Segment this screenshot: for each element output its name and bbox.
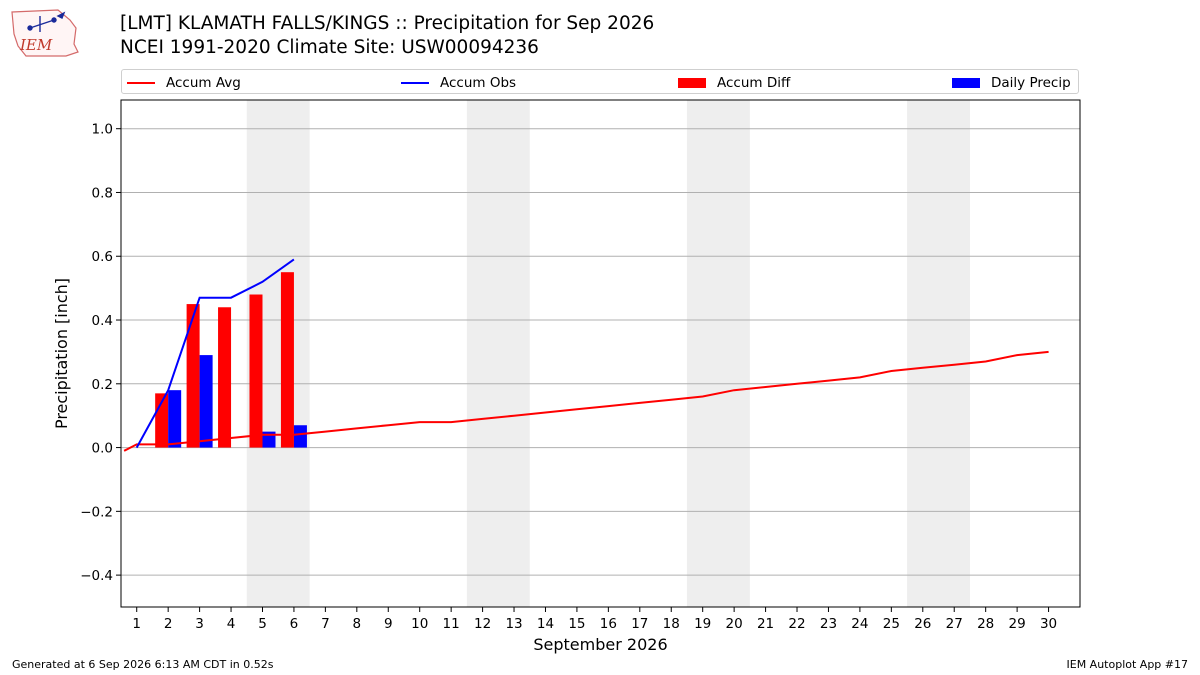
weather-station-icon [27,11,66,32]
y-tick-label: 1.0 [92,122,113,138]
legend-swatch [678,77,706,88]
x-tick-label: 19 [694,616,711,632]
accum-diff-bar [280,272,294,448]
weekend-shade [466,100,530,607]
generated-timestamp: Generated at 6 Sep 2026 6:13 AM CDT in 0… [12,658,274,671]
iem-logo: IEM [11,9,79,57]
legend-item-daily-precip: Daily Precip [952,70,1071,95]
x-tick-label: 21 [757,616,774,632]
x-tick-label: 26 [914,616,931,632]
daily-precip-bar [293,425,307,448]
x-tick-label: 24 [851,616,868,632]
y-tick-label: 0.2 [92,377,113,393]
x-tick-label: 25 [883,616,900,632]
legend-label: Accum Diff [717,74,791,91]
x-tick-label: 9 [384,616,393,632]
x-tick-label: 10 [411,616,428,632]
x-tick-label: 8 [353,616,362,632]
x-tick-label: 23 [820,616,837,632]
legend-item-accum-diff: Accum Diff [678,70,790,95]
y-tick-label: −0.2 [80,504,113,520]
x-tick-label: 22 [788,616,805,632]
accum-avg-line [123,350,1049,452]
x-tick-label: 29 [1009,616,1026,632]
y-tick-label: −0.4 [80,568,113,584]
x-tick-label: 13 [505,616,522,632]
daily-precip-bar [199,355,213,448]
legend-swatch [401,81,429,84]
legend-item-accum-obs: Accum Obs [401,70,516,95]
x-tick-label: 2 [164,616,173,632]
y-axis-label: Precipitation [inch] [52,278,71,429]
x-tick-label: 11 [443,616,460,632]
accum-diff-bar [186,304,200,448]
x-tick-label: 5 [258,616,267,632]
x-tick-label: 28 [977,616,994,632]
x-tick-label: 20 [726,616,743,632]
legend: Accum Avg Accum Obs Accum Diff Daily Pre… [121,69,1079,94]
legend-swatch [127,81,155,84]
x-tick-label: 16 [600,616,617,632]
legend-label: Accum Avg [166,74,241,91]
weekend-shade [686,100,750,607]
legend-label: Daily Precip [991,74,1071,91]
x-tick-label: 12 [474,616,491,632]
accum-diff-bar [218,307,232,448]
accum-obs-line [135,258,295,449]
y-tick-label: 0.6 [92,249,113,265]
legend-swatch [952,77,980,88]
chart-title: [LMT] KLAMATH FALLS/KINGS :: Precipitati… [120,13,655,34]
x-tick-label: 14 [537,616,554,632]
x-tick-label: 6 [290,616,299,632]
x-tick-label: 15 [568,616,585,632]
legend-label: Accum Obs [440,74,517,91]
y-tick-label: 0.8 [92,185,113,201]
chart-subtitle: NCEI 1991-2020 Climate Site: USW00094236 [120,37,539,58]
y-tick-label: 0.4 [92,313,113,329]
app-credit: IEM Autoplot App #17 [1066,658,1189,671]
y-tick-label: 0.0 [92,441,113,457]
x-tick-label: 18 [663,616,680,632]
legend-item-accum-avg: Accum Avg [127,70,241,95]
x-tick-label: 4 [227,616,236,632]
x-tick-label: 7 [321,616,330,632]
plot-frame [120,99,1081,608]
weekend-shade [907,100,970,607]
daily-precip-bar [168,390,182,448]
x-tick-label: 17 [631,616,648,632]
svg-text:IEM: IEM [19,36,53,54]
x-tick-label: 1 [132,616,141,632]
x-tick-label: 27 [946,616,963,632]
x-axis-label: September 2026 [533,635,667,654]
x-tick-label: 30 [1040,616,1057,632]
accum-diff-bar [249,294,263,448]
x-tick-label: 3 [195,616,204,632]
